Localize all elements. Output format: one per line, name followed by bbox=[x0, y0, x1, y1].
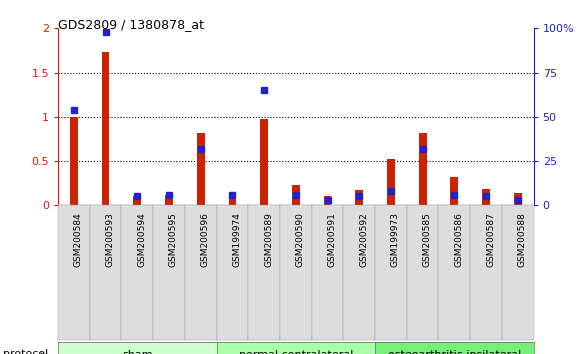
Bar bbox=[451, 177, 458, 205]
Text: GSM200590: GSM200590 bbox=[296, 212, 305, 267]
Text: normal contralateral: normal contralateral bbox=[238, 350, 353, 354]
Text: protocol: protocol bbox=[3, 349, 48, 354]
Bar bbox=[482, 188, 490, 205]
Text: GSM200585: GSM200585 bbox=[423, 212, 432, 267]
Text: GSM200586: GSM200586 bbox=[454, 212, 463, 267]
Bar bbox=[260, 119, 268, 205]
Bar bbox=[197, 133, 205, 205]
Text: osteoarthritic ipsilateral: osteoarthritic ipsilateral bbox=[387, 350, 521, 354]
Text: GSM200592: GSM200592 bbox=[359, 212, 368, 267]
Bar bbox=[133, 196, 141, 205]
Bar bbox=[229, 195, 236, 205]
Bar bbox=[324, 196, 331, 205]
Text: GSM200584: GSM200584 bbox=[74, 212, 83, 267]
Text: GDS2809 / 1380878_at: GDS2809 / 1380878_at bbox=[58, 18, 204, 31]
Text: GSM200594: GSM200594 bbox=[137, 212, 146, 267]
Bar bbox=[292, 185, 300, 205]
Bar bbox=[419, 133, 426, 205]
Bar bbox=[514, 193, 521, 205]
Bar bbox=[102, 52, 110, 205]
Text: GSM200588: GSM200588 bbox=[518, 212, 527, 267]
Bar bbox=[356, 190, 363, 205]
Text: GSM200595: GSM200595 bbox=[169, 212, 178, 267]
Text: GSM200589: GSM200589 bbox=[264, 212, 273, 267]
Text: GSM200591: GSM200591 bbox=[328, 212, 336, 267]
Text: GSM200596: GSM200596 bbox=[201, 212, 210, 267]
Text: GSM200593: GSM200593 bbox=[106, 212, 115, 267]
Bar bbox=[387, 159, 395, 205]
Text: sham: sham bbox=[122, 350, 153, 354]
Bar bbox=[70, 117, 78, 205]
Text: GSM199974: GSM199974 bbox=[233, 212, 241, 267]
Text: GSM200587: GSM200587 bbox=[486, 212, 495, 267]
Bar bbox=[165, 195, 173, 205]
Text: GSM199973: GSM199973 bbox=[391, 212, 400, 267]
